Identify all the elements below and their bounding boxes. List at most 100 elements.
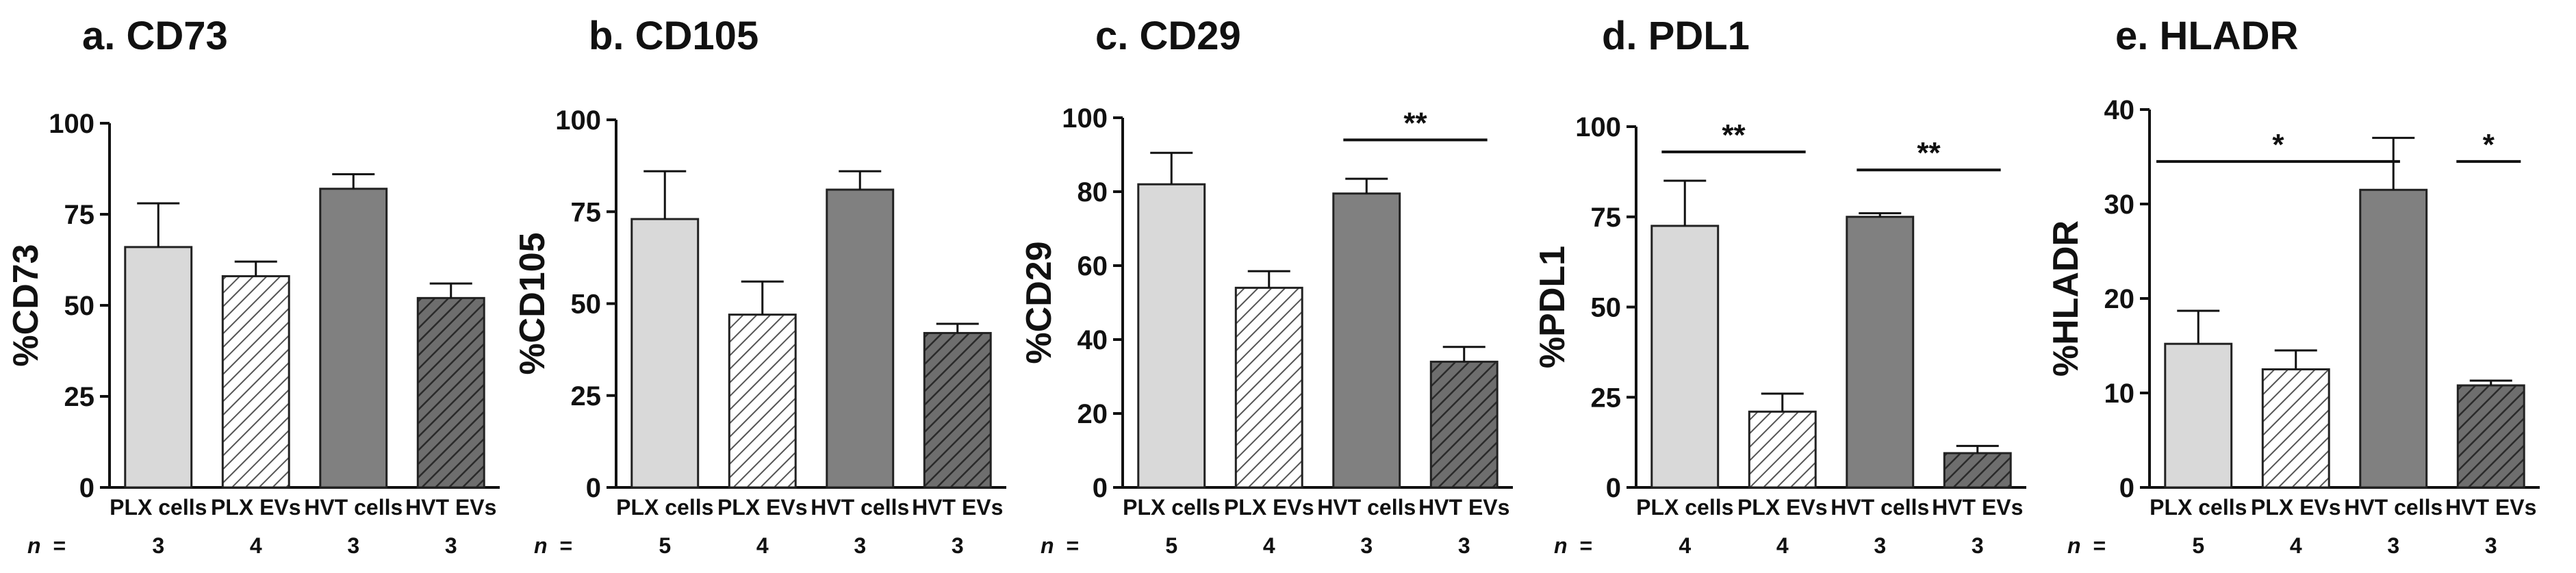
y-tick-label: 100 bbox=[555, 105, 601, 136]
n-value: 4 bbox=[756, 533, 769, 558]
y-axis-label: %HLADR bbox=[2046, 220, 2086, 377]
y-tick-label: 100 bbox=[1575, 112, 1621, 142]
n-value: 4 bbox=[250, 533, 262, 558]
bar-1 bbox=[124, 246, 193, 489]
y-axis-label: %CD105 bbox=[513, 232, 552, 374]
n-value: 4 bbox=[1776, 533, 1789, 558]
bar-3 bbox=[826, 188, 895, 489]
n-label-equals: = bbox=[2093, 533, 2106, 558]
category-label: PLX cells bbox=[616, 495, 713, 520]
category-label: PLX EVs bbox=[211, 495, 301, 520]
n-label-letter: n bbox=[2067, 533, 2081, 558]
bar-1 bbox=[1650, 225, 1720, 489]
category-label: HVT EVs bbox=[2445, 495, 2536, 520]
bar-3 bbox=[319, 188, 388, 489]
category-label: PLX cells bbox=[1123, 495, 1220, 520]
n-value: 5 bbox=[1165, 533, 1177, 558]
category-label: PLX EVs bbox=[1737, 495, 1828, 520]
chart-title: d. PDL1 bbox=[1602, 14, 1750, 58]
n-value: 4 bbox=[2290, 533, 2302, 558]
category-label: HVT EVs bbox=[405, 495, 496, 520]
category-label: PLX cells bbox=[110, 495, 207, 520]
y-tick-label: 0 bbox=[1606, 473, 1621, 503]
category-label: PLX EVs bbox=[1224, 495, 1314, 520]
category-label: HVT cells bbox=[1317, 495, 1416, 520]
bar-2 bbox=[2261, 368, 2330, 489]
n-value: 3 bbox=[2387, 533, 2399, 558]
significance-label: * bbox=[2272, 128, 2284, 162]
n-value: 5 bbox=[2192, 533, 2204, 558]
n-label-letter: n bbox=[27, 533, 41, 558]
category-label: PLX cells bbox=[2150, 495, 2247, 520]
n-value: 3 bbox=[854, 533, 866, 558]
n-label: n = bbox=[27, 533, 66, 558]
bar-2 bbox=[221, 275, 290, 489]
n-value: 3 bbox=[1972, 533, 1984, 558]
bar-3 bbox=[1846, 216, 1915, 489]
chart-title: a. CD73 bbox=[82, 14, 228, 58]
n-value: 3 bbox=[2485, 533, 2497, 558]
category-label: HVT cells bbox=[2344, 495, 2443, 520]
n-value: 3 bbox=[152, 533, 164, 558]
n-label-equals: = bbox=[1580, 533, 1593, 558]
significance-label: ** bbox=[1917, 136, 1941, 170]
category-label: HVT EVs bbox=[1418, 495, 1509, 520]
n-value: 3 bbox=[952, 533, 964, 558]
n-label: n = bbox=[2067, 533, 2106, 558]
y-tick-label: 0 bbox=[1093, 473, 1108, 503]
n-value: 3 bbox=[1360, 533, 1373, 558]
n-label-letter: n bbox=[1041, 533, 1054, 558]
bar-1 bbox=[2164, 342, 2233, 489]
y-tick-label: 50 bbox=[571, 290, 602, 320]
n-label-equals: = bbox=[53, 533, 66, 558]
y-tick-label: 100 bbox=[1062, 103, 1108, 133]
y-tick-label: 0 bbox=[79, 473, 94, 503]
category-label: HVT cells bbox=[1831, 495, 1929, 520]
n-label-letter: n bbox=[534, 533, 548, 558]
chart-panel-4: d. PDL1 %PDL1 0 25 50 75 100 PLX cells 4 PLX EVs 4… bbox=[1533, 14, 2026, 558]
y-tick-label: 80 bbox=[1077, 177, 1108, 207]
bar-2 bbox=[1748, 410, 1817, 489]
y-tick-label: 20 bbox=[2104, 284, 2135, 314]
bar-4 bbox=[1943, 452, 2012, 489]
n-label-equals: = bbox=[560, 533, 573, 558]
n-value: 4 bbox=[1679, 533, 1691, 558]
category-label: HVT cells bbox=[304, 495, 403, 520]
bar-3 bbox=[2359, 188, 2428, 489]
chart-panel-1: a. CD73 %CD73 0 25 50 75 100 PLX cells 3 PLX EVs 4… bbox=[6, 14, 500, 558]
y-tick-label: 50 bbox=[64, 291, 95, 321]
bar-4 bbox=[2456, 384, 2525, 489]
n-label: n = bbox=[534, 533, 572, 558]
n-label: n = bbox=[1554, 533, 1592, 558]
y-tick-label: 75 bbox=[571, 197, 602, 227]
n-value: 3 bbox=[445, 533, 457, 558]
chart-title: b. CD105 bbox=[589, 14, 758, 58]
y-tick-label: 40 bbox=[2104, 95, 2135, 125]
category-label: PLX EVs bbox=[717, 495, 808, 520]
y-axis-label: %PDL1 bbox=[1533, 246, 1572, 368]
bar-1 bbox=[630, 218, 700, 489]
chart-panel-2: b. CD105 %CD105 0 25 50 75 100 PLX cells 5 PLX EV… bbox=[513, 14, 1006, 558]
n-label-equals: = bbox=[1067, 533, 1080, 558]
y-tick-label: 100 bbox=[49, 109, 94, 139]
n-label: n = bbox=[1041, 533, 1079, 558]
bar-1 bbox=[1137, 183, 1206, 489]
bar-2 bbox=[1234, 286, 1303, 489]
significance-label: ** bbox=[1403, 106, 1427, 140]
y-axis-label: %CD29 bbox=[1019, 241, 1059, 364]
chart-panel-5: e. HLADR %HLADR 0 10 20 30 40 PLX cells 5 PLX EVs… bbox=[2046, 14, 2540, 558]
bar-4 bbox=[923, 331, 992, 489]
category-label: HVT EVs bbox=[912, 495, 1003, 520]
y-tick-label: 75 bbox=[1591, 203, 1622, 233]
category-label: HVT EVs bbox=[1932, 495, 2023, 520]
y-tick-label: 25 bbox=[571, 381, 602, 411]
n-value: 3 bbox=[347, 533, 359, 558]
y-tick-label: 25 bbox=[1591, 383, 1622, 413]
y-tick-label: 25 bbox=[64, 382, 95, 412]
n-label-letter: n bbox=[1554, 533, 1568, 558]
y-tick-label: 30 bbox=[2104, 190, 2135, 220]
y-tick-label: 60 bbox=[1077, 251, 1108, 281]
y-tick-label: 10 bbox=[2104, 379, 2135, 409]
